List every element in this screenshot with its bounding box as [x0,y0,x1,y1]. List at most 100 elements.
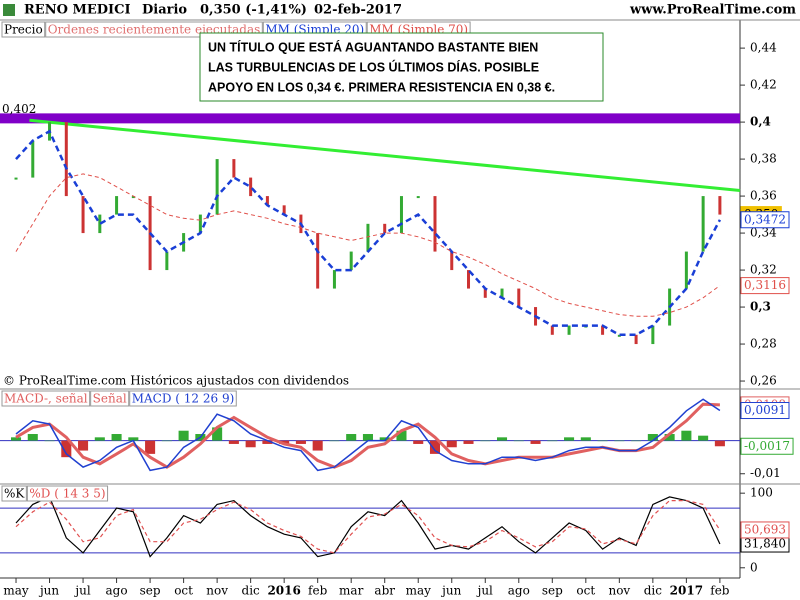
histogram-bar [262,440,273,444]
histogram-bar [530,440,541,444]
y-tick-label: 0,42 [750,78,777,92]
histogram-bar [111,434,122,441]
histogram-bar [463,440,474,444]
legend-label: Precio [4,23,43,37]
y-tick-label: 0 [750,560,758,574]
histogram-bar [212,427,223,441]
last-price: 0,350 (-1,41%) [200,3,307,18]
series-line [15,496,721,558]
histogram-bar [10,437,22,441]
legend-box [26,485,109,502]
price-bar [550,325,554,335]
histogram-bar [597,440,608,442]
histogram-bar [295,440,306,444]
y-tick-label: 0,36 [750,189,777,203]
legend-box [1,21,46,38]
price-bar [684,251,688,289]
histogram-bar [413,440,424,444]
value-tag-label: 0,3116 [744,278,786,292]
value-tag: 0,3116 [740,277,790,295]
x-tick-label: oct [174,584,193,598]
annotation-box [199,32,604,102]
value-tag: 0,0091 [740,402,790,420]
histogram-bar [547,440,558,442]
legend-box [90,390,130,407]
x-tick-label: 2016 [267,584,300,598]
x-tick-label: dic [242,584,261,598]
histogram-bar [446,440,457,448]
histogram-bar [61,440,72,458]
price-bar [450,251,454,271]
histogram-bar [78,440,89,451]
x-tick-label: dic [644,584,663,598]
y-tick-label: 0,26 [750,374,777,388]
histogram-bar [480,440,491,442]
price-bar [399,196,403,234]
y-tick-label: 0,4 [750,115,771,129]
legend-box [1,390,91,407]
legend-box [1,485,27,502]
x-tick-label: jun [440,584,461,598]
price-bar [31,140,35,178]
price-bar [165,251,169,271]
value-tag-box [740,277,790,295]
price-bar [232,159,236,178]
series-line [15,129,722,337]
price-bar [483,288,487,298]
price-bar [198,214,202,234]
histogram-bar [228,440,239,444]
price-bar [500,288,504,298]
histogram-bar [128,437,139,441]
legend-item: Precio [1,21,46,38]
price-bar [282,205,286,215]
price-bar [316,233,320,289]
legend-item: MACD ( 12 26 9) [129,390,237,407]
histogram-bar [312,440,323,451]
x-tick-label: may [3,584,29,598]
footnote: © ProRealTime.com Históricos ajustados c… [3,374,349,388]
y-tick-label: 0,34 [750,226,777,240]
series-line [15,398,721,472]
legend-label: MACD ( 12 26 9) [132,392,235,406]
price-bar [617,334,621,337]
histogram-bar [145,440,156,454]
price-bar [416,196,420,199]
value-tag-label: 50,693 [744,522,786,536]
value-tag: 31,840 [740,535,790,553]
value-tag: -0,0017 [740,437,794,455]
x-tick-label: feb [710,584,730,598]
histogram-bar [631,440,642,442]
price-bar [98,214,102,234]
histogram-bar [44,440,55,442]
price-bar [332,270,336,289]
value-tag-label: 31,840 [744,537,786,551]
legend-item: %K [1,485,27,502]
histogram-bar [614,440,625,442]
y-tick-label: 0,32 [750,263,777,277]
annotation-line: APOYO EN LOS 0,34 €. PRIMERA RESISTENCIA… [208,80,555,94]
y-tick-label: 0,44 [750,41,777,55]
histogram-bar [161,440,172,442]
histogram-bar [647,434,658,441]
histogram-bar [496,437,508,441]
x-tick-label: ago [106,584,128,598]
period: Diario [142,3,187,18]
legend-item: %D ( 14 3 5) [26,485,109,502]
x-tick-label: ago [508,584,530,598]
legend-item: Señal [90,390,130,407]
histogram-bar [564,437,575,441]
price-bar [265,196,269,206]
price-bar [64,122,68,197]
x-tick-label: 2017 [670,584,703,598]
price-bar [601,325,605,335]
x-tick-label: sep [140,584,161,598]
histogram-bar [346,434,357,441]
value-tag-box [740,211,790,229]
y-tick-label: 100 [750,486,773,500]
price-bar [349,251,353,271]
trend-line [29,118,741,193]
date: 02-feb-2017 [314,3,402,18]
price-bar [634,334,638,345]
value-tag-box [740,437,794,455]
